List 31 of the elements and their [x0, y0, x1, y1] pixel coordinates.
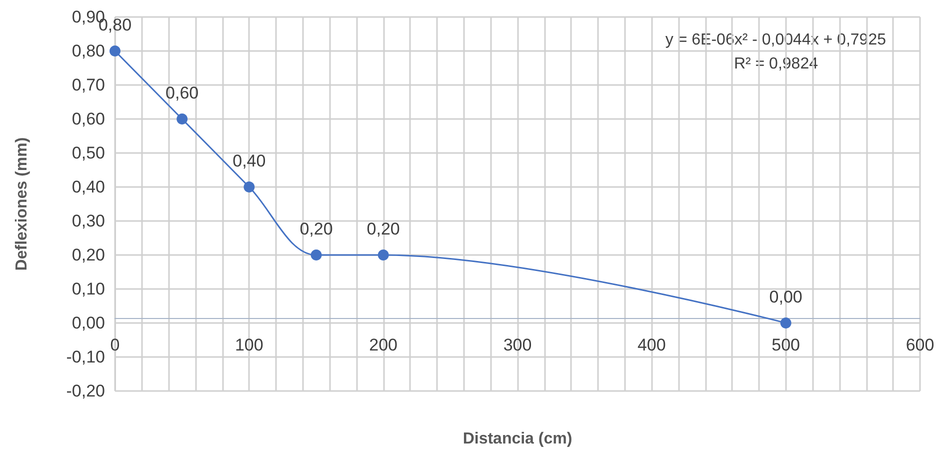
- data-label: 0,20: [366, 220, 400, 238]
- y-tick-label: -0,20: [66, 382, 105, 400]
- point: [110, 46, 120, 56]
- point: [244, 182, 255, 192]
- x-tick-label: 0: [110, 336, 120, 355]
- y-tick-label: 0,20: [72, 246, 105, 264]
- x-tick-label: 400: [637, 336, 666, 355]
- y-tick-label: 0,30: [72, 212, 105, 230]
- point: [176, 114, 188, 124]
- data-label: 0,00: [769, 288, 802, 306]
- x-tick-label: 200: [369, 336, 398, 355]
- x-tick-label: 100: [234, 336, 264, 355]
- y-tick-label: -0,10: [66, 348, 105, 366]
- x-axis-title: Distancia (cm): [462, 430, 572, 448]
- y-tick-label: 0,40: [72, 178, 105, 196]
- y-tick-label: 0,50: [72, 144, 105, 162]
- x-tick-label: 500: [772, 336, 800, 355]
- y-axis-title: Deflexiones (mm): [14, 137, 30, 271]
- data-label: 0,40: [232, 152, 266, 170]
- y-tick-label: 0,70: [72, 76, 105, 94]
- y-tick-label: 0,60: [72, 110, 105, 128]
- data-label: 0,20: [300, 220, 333, 238]
- point: [310, 250, 322, 260]
- y-tick-label: 0,10: [72, 280, 105, 298]
- y-tick-label: 0,80: [72, 42, 105, 60]
- x-tick-label: 600: [906, 336, 934, 355]
- point: [780, 318, 792, 328]
- data-label: 0,60: [166, 84, 199, 102]
- y-tick-label: 0,00: [72, 314, 105, 332]
- x-tick-label: 300: [503, 336, 532, 355]
- point: [378, 250, 389, 260]
